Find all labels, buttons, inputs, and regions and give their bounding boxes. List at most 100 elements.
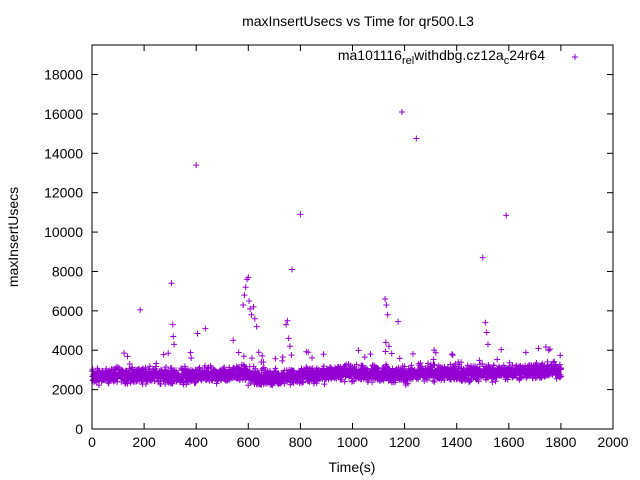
data-point xyxy=(535,345,542,352)
data-point xyxy=(169,321,176,328)
data-point xyxy=(441,376,448,383)
data-point xyxy=(482,319,489,326)
x-tick-label: 0 xyxy=(88,434,96,450)
data-point xyxy=(309,354,316,361)
data-point xyxy=(246,298,253,304)
data-point xyxy=(285,335,292,342)
data-point xyxy=(95,382,102,389)
data-point xyxy=(341,378,348,385)
data-point xyxy=(498,346,505,353)
data-point xyxy=(193,162,200,169)
data-point xyxy=(367,351,374,358)
data-point xyxy=(303,364,310,371)
x-tick-label: 400 xyxy=(185,434,209,450)
data-point xyxy=(284,317,291,324)
data-point xyxy=(272,355,279,362)
data-point xyxy=(248,311,255,318)
data-point xyxy=(242,284,249,291)
data-point xyxy=(557,373,564,380)
data-point xyxy=(320,351,327,358)
data-point xyxy=(490,362,497,369)
y-tick-label: 2000 xyxy=(52,382,83,398)
data-point xyxy=(492,378,499,385)
data-point xyxy=(384,311,391,318)
x-tick-label: 1200 xyxy=(389,434,420,450)
data-point xyxy=(171,341,178,348)
data-point xyxy=(124,353,131,360)
data-point xyxy=(252,365,259,372)
data-point xyxy=(382,296,389,303)
data-point xyxy=(194,330,201,337)
data-point xyxy=(326,363,333,370)
data-point xyxy=(151,377,158,384)
data-point xyxy=(259,352,266,359)
data-point xyxy=(483,329,490,336)
legend-label: ma101116relwithdbg.cz12ac24r64 xyxy=(338,47,545,67)
data-point xyxy=(382,348,389,355)
data-point xyxy=(401,363,408,370)
data-point xyxy=(382,339,389,346)
data-point xyxy=(121,350,128,357)
data-point xyxy=(272,365,279,372)
data-point xyxy=(192,379,199,386)
data-point xyxy=(281,380,288,387)
data-point xyxy=(105,380,112,387)
data-point xyxy=(146,363,153,370)
data-point xyxy=(209,376,216,383)
x-tick-label: 1400 xyxy=(441,434,472,450)
data-point xyxy=(320,363,327,370)
data-point xyxy=(430,356,437,363)
data-point xyxy=(258,359,265,366)
data-point xyxy=(404,380,411,387)
y-tick-label: 6000 xyxy=(52,303,83,319)
data-point xyxy=(388,350,395,357)
data-point xyxy=(357,376,364,383)
data-point xyxy=(417,360,424,367)
y-tick-label: 4000 xyxy=(52,342,83,358)
data-point xyxy=(558,365,565,372)
x-tick-label: 200 xyxy=(132,434,156,450)
y-tick-label: 8000 xyxy=(52,263,83,279)
data-point xyxy=(240,353,247,360)
data-point xyxy=(522,349,529,356)
data-point xyxy=(240,301,247,308)
data-point xyxy=(170,333,177,340)
data-point xyxy=(165,350,172,357)
data-point xyxy=(369,379,376,386)
data-point xyxy=(533,359,540,366)
data-points xyxy=(89,108,565,389)
data-point xyxy=(247,305,254,312)
data-point xyxy=(241,292,248,299)
axis-ticks: 0 200 400 600 800 1000 1200 1400 1600 1800 2000 0 20… xyxy=(44,45,629,450)
data-point xyxy=(396,355,403,362)
x-tick-label: 600 xyxy=(237,434,261,450)
x-tick-label: 1800 xyxy=(545,434,576,450)
data-point xyxy=(142,364,149,371)
data-point xyxy=(545,347,552,354)
y-axis-label: maxInsertUsecs xyxy=(5,187,21,287)
data-point xyxy=(230,337,237,344)
data-point xyxy=(181,363,188,370)
chart-title: maxInsertUsecs vs Time for qr500.L3 xyxy=(242,13,474,29)
data-point xyxy=(504,376,511,383)
x-tick-label: 1000 xyxy=(337,434,368,450)
data-point xyxy=(283,321,290,328)
data-point xyxy=(476,357,483,364)
data-point xyxy=(260,364,267,371)
data-point xyxy=(202,325,209,332)
data-point xyxy=(305,349,312,356)
data-point xyxy=(139,366,146,373)
data-point xyxy=(431,361,438,368)
data-point xyxy=(188,355,195,362)
data-point xyxy=(279,357,286,364)
data-point xyxy=(289,266,296,273)
data-point xyxy=(153,360,160,367)
data-point xyxy=(168,280,175,287)
x-axis-label: Time(s) xyxy=(329,459,376,475)
y-tick-label: 18000 xyxy=(44,67,83,83)
data-point xyxy=(557,352,564,359)
data-point xyxy=(408,362,415,369)
y-tick-label: 16000 xyxy=(44,106,83,122)
data-point xyxy=(114,363,121,370)
x-tick-label: 1600 xyxy=(493,434,524,450)
